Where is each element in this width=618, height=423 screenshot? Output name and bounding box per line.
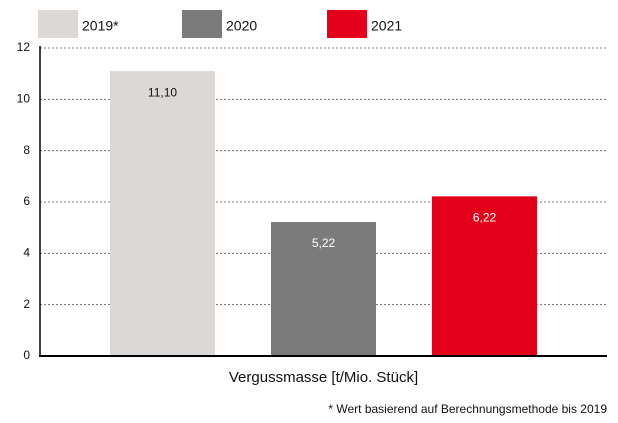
legend-label: 2021: [371, 18, 402, 34]
legend-label: 2020: [226, 18, 257, 34]
data-label: 11,10: [148, 85, 177, 99]
y-tick-label: 10: [17, 92, 31, 106]
data-label: 5,22: [312, 236, 336, 250]
y-tick-label: 6: [23, 194, 30, 208]
y-tick-label: 0: [23, 348, 30, 362]
data-label: 6,22: [473, 211, 497, 225]
bar: [432, 196, 537, 356]
y-tick-label: 12: [17, 40, 31, 54]
y-tick-label: 2: [23, 297, 30, 311]
bar: [271, 222, 376, 356]
legend-swatch: [38, 10, 78, 38]
y-tick-label: 4: [23, 246, 30, 260]
legend-swatch: [327, 10, 367, 38]
legend-label: 2019*: [82, 18, 119, 34]
bar: [110, 71, 215, 356]
y-tick-label: 8: [23, 143, 30, 157]
footnote: * Wert basierend auf Berechnungsmethode …: [328, 402, 607, 416]
x-category-label: Vergussmasse [t/Mio. Stück]: [229, 369, 418, 386]
legend-swatch: [182, 10, 222, 38]
